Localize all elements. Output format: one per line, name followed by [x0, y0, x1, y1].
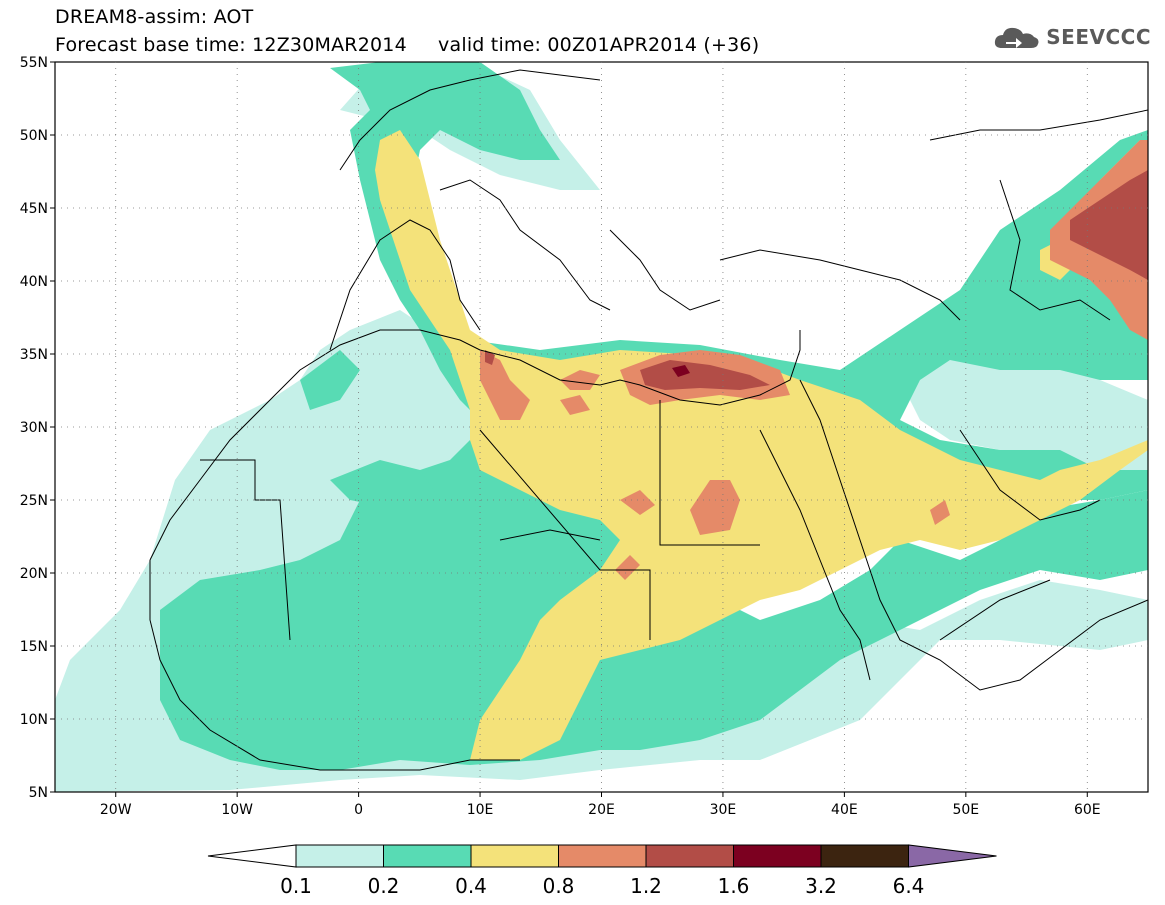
colorbar-label: 0.1	[280, 874, 312, 898]
colorbar	[207, 844, 997, 868]
lon-label: 10W	[221, 802, 253, 818]
colorbar-segment	[558, 844, 647, 868]
seevccc-logo: SEEVCCC	[992, 22, 1151, 52]
cloud-icon	[995, 27, 1039, 48]
colorbar-label: 1.2	[630, 874, 662, 898]
graticule	[55, 62, 1148, 792]
colorbar-label: 0.8	[543, 874, 575, 898]
lat-label: 50N	[20, 128, 48, 144]
lat-label: 10N	[20, 712, 48, 728]
colorbar-left-arrow	[207, 844, 297, 868]
colorbar-segment	[383, 844, 472, 868]
colorbar-segment	[295, 844, 384, 868]
lat-label: 40N	[20, 274, 48, 290]
map-title: DREAM8-assim: AOT	[55, 6, 254, 28]
lat-label: 20N	[20, 566, 48, 582]
colorbar-label: 1.6	[718, 874, 750, 898]
colorbar-label: 0.2	[368, 874, 400, 898]
lon-label: 0	[354, 802, 363, 818]
lon-label: 20E	[588, 802, 615, 818]
aot-contour-1.2	[485, 170, 1148, 390]
colorbar-segment	[820, 844, 909, 868]
lat-label: 5N	[29, 785, 48, 801]
lon-label: 10E	[467, 802, 494, 818]
colorbar-label: 3.2	[805, 874, 837, 898]
colorbar-segment	[470, 844, 559, 868]
lon-label: 60E	[1074, 802, 1101, 818]
aot-contour-1.6	[672, 365, 690, 377]
colorbar-label: 0.4	[455, 874, 487, 898]
colorbar-label: 6.4	[893, 874, 925, 898]
colorbar-right-arrow	[908, 844, 997, 868]
colorbar-segment	[645, 844, 734, 868]
lon-label: 30E	[710, 802, 737, 818]
lat-label: 55N	[20, 55, 48, 71]
longitude-labels: 20W 10W 0 10E 20E 30E 40E 50E 60E	[100, 792, 1101, 818]
logo-text: SEEVCCC	[1046, 25, 1151, 49]
colorbar-labels: 0.1 0.2 0.4 0.8 1.2 1.6 3.2 6.4	[280, 874, 924, 898]
lat-label: 15N	[20, 639, 48, 655]
lon-label: 40E	[831, 802, 858, 818]
lat-label: 25N	[20, 493, 48, 509]
latitude-labels: 55N 50N 45N 40N 35N 30N 25N 20N 15N 10N 5N	[20, 55, 55, 801]
lon-label: 50E	[952, 802, 979, 818]
aot-field	[55, 62, 1148, 792]
colorbar-segment	[733, 844, 822, 868]
forecast-time-subtitle: Forecast base time: 12Z30MAR2014 valid t…	[55, 34, 760, 56]
coastlines	[149, 69, 1148, 771]
lon-label: 20W	[100, 802, 132, 818]
lat-label: 45N	[20, 201, 48, 217]
lat-label: 30N	[20, 420, 48, 436]
lat-label: 35N	[20, 347, 48, 363]
